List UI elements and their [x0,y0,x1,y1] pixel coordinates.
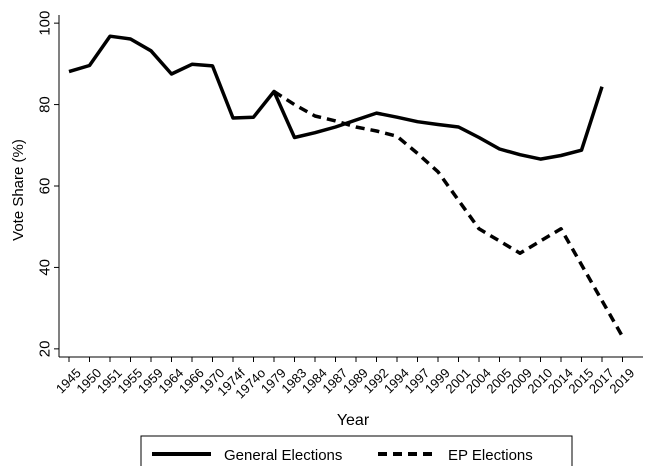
y-axis: 20 40 60 80 100 [37,11,60,358]
y-tick-label: 100 [37,11,54,36]
y-tick-label: 80 [37,96,54,113]
ep-elections-line [273,90,625,338]
y-tick-label: 40 [37,259,54,276]
x-axis: 194519501951195519591964196619701974f197… [53,356,643,401]
legend: General Elections EP Elections [140,435,573,466]
legend-label-general: General Elections [224,447,342,464]
x-tick-label: 2019 [606,365,637,396]
general-elections-line [68,34,604,161]
plot-area [68,34,625,338]
legend-label-ep: EP Elections [448,447,533,464]
y-axis-label: Vote Share (%) [10,139,27,241]
y-tick-label: 20 [37,341,54,358]
y-tick-label: 60 [37,178,54,195]
x-axis-label: Year [337,412,370,429]
legend-box [140,435,573,466]
